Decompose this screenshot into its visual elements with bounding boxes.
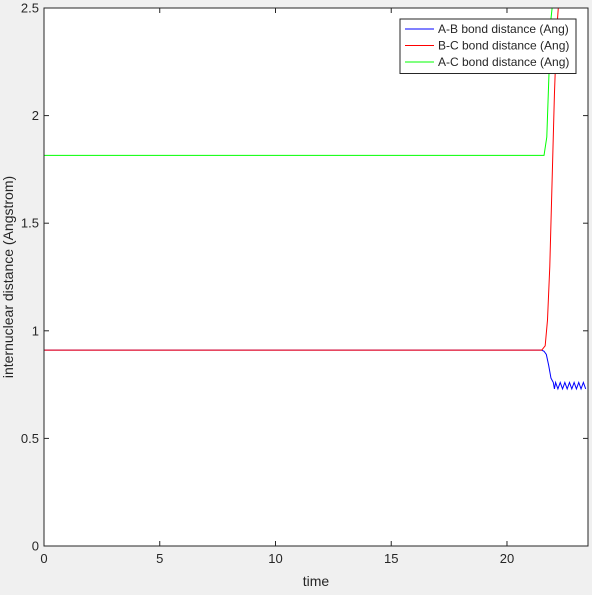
y-tick-label: 2.5 bbox=[21, 1, 39, 16]
legend-entry-2: B-C bond distance (Ang) bbox=[438, 39, 569, 53]
y-tick-label: 1.5 bbox=[21, 216, 39, 231]
x-tick-label: 5 bbox=[156, 551, 163, 566]
y-tick-label: 0 bbox=[32, 539, 39, 554]
x-tick-label: 10 bbox=[268, 551, 282, 566]
plot-area bbox=[44, 8, 588, 546]
y-tick-label: 2 bbox=[32, 108, 39, 123]
y-axis-label: internuclear distance (Angstrom) bbox=[0, 176, 16, 378]
y-tick-label: 1 bbox=[32, 323, 39, 338]
y-tick-label: 0.5 bbox=[21, 431, 39, 446]
axes-box bbox=[43, 7, 589, 547]
x-tick-label: 20 bbox=[500, 551, 514, 566]
x-tick-label: 0 bbox=[40, 551, 47, 566]
legend-box bbox=[399, 18, 577, 74]
x-axis-label: time bbox=[303, 573, 330, 589]
series-line-3 bbox=[44, 8, 553, 156]
legend-entry-3: A-C bond distance (Ang) bbox=[438, 55, 569, 69]
series-line-1 bbox=[44, 349, 587, 391]
x-tick-label: 15 bbox=[384, 551, 398, 566]
legend-entry-1: A-B bond distance (Ang) bbox=[438, 22, 569, 36]
